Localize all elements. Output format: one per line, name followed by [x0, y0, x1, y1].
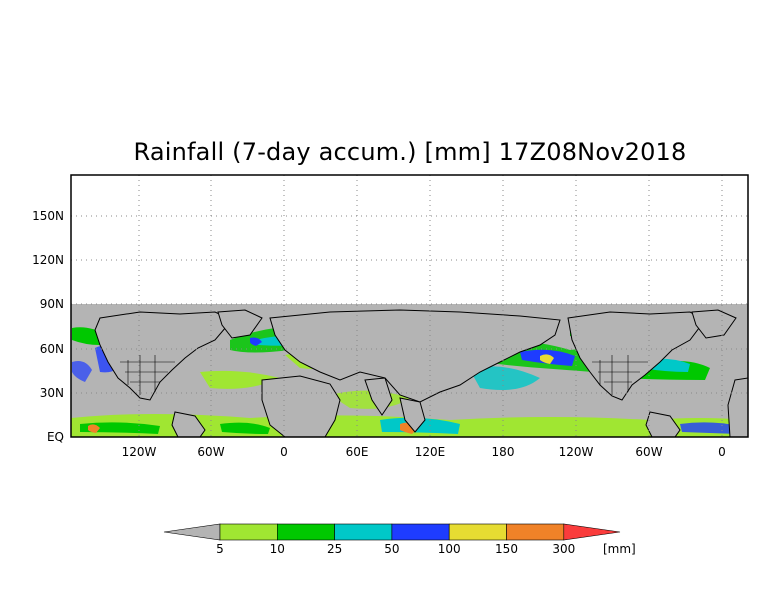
lat-label: 150N	[32, 209, 64, 223]
us-state-lines	[120, 355, 648, 395]
latitude-labels: 150N 120N 90N 60N 30N EQ	[32, 209, 64, 444]
rain-band-west-pacific	[470, 366, 540, 391]
continent-south-america-1	[171, 411, 206, 437]
continent-india	[364, 377, 393, 416]
lat-label: 90N	[40, 297, 64, 311]
page-title: Rainfall (7-day accum.) [mm] 17Z08Nov201…	[133, 138, 687, 166]
lat-label: 60N	[40, 342, 64, 356]
continent-eurasia	[269, 309, 561, 403]
colorbar-box	[219, 523, 278, 541]
rain-band-itcz-core-4	[220, 422, 270, 434]
colorbar-box	[276, 523, 335, 541]
colorbar-threshold-label: 100	[438, 542, 461, 556]
lon-label: 120E	[415, 445, 446, 459]
rain-spot-heavy-2	[540, 354, 554, 364]
map-grid	[71, 175, 748, 437]
continent-north-america-1	[94, 311, 233, 401]
colorbar-box	[506, 523, 565, 541]
colorbar-threshold-label: 150	[495, 542, 518, 556]
colorbar-threshold-label: 10	[270, 542, 285, 556]
lon-label: 0	[718, 445, 726, 459]
continent-greenland-1	[217, 309, 263, 339]
colorbar-box	[448, 523, 507, 541]
rain-band-itcz-core-1	[80, 422, 160, 434]
colorbar-unit: [mm]	[603, 542, 636, 556]
continent-southeast-asia	[399, 397, 426, 433]
colorbar-max-triangle	[563, 523, 621, 541]
lon-label: 180	[492, 445, 515, 459]
lon-label: 60E	[346, 445, 369, 459]
continent-south-america-2	[645, 411, 681, 437]
lon-label: 120W	[122, 445, 157, 459]
continent-outlines	[94, 309, 748, 437]
colorbar-min-triangle	[163, 523, 221, 541]
rain-spot-heavy-4	[250, 337, 262, 346]
longitude-labels: 120W 60W 0 60E 120E 180 120W 60W 0	[122, 445, 726, 459]
colorbar-threshold-label: 300	[552, 542, 575, 556]
lon-label: 60W	[635, 445, 662, 459]
plot-frame	[70, 174, 749, 438]
colorbar-threshold-label: 25	[327, 542, 342, 556]
rain-spot-heavy-3	[88, 424, 100, 433]
continent-greenland-2	[691, 309, 737, 339]
lon-label: 120W	[559, 445, 594, 459]
rain-band-tropical-atlantic	[200, 370, 280, 389]
colorbar-box	[391, 523, 450, 541]
lon-label: 60W	[197, 445, 224, 459]
colorbar-threshold-label: 50	[384, 542, 399, 556]
colorbar	[163, 523, 621, 541]
rain-band-pacific-west	[72, 361, 92, 382]
continent-africa-2	[727, 377, 748, 437]
lat-label: EQ	[47, 430, 64, 444]
colorbar-box	[334, 523, 393, 541]
colorbar-threshold-label: 5	[216, 542, 224, 556]
colorbar-labels: 5 10 25 50 100 150 300	[216, 542, 575, 556]
continent-africa	[261, 375, 341, 437]
continent-north-america-2	[567, 311, 706, 401]
lon-label: 0	[280, 445, 288, 459]
lat-label: 120N	[32, 253, 64, 267]
rain-band-itcz-core-3	[680, 422, 740, 434]
lat-label: 30N	[40, 386, 64, 400]
